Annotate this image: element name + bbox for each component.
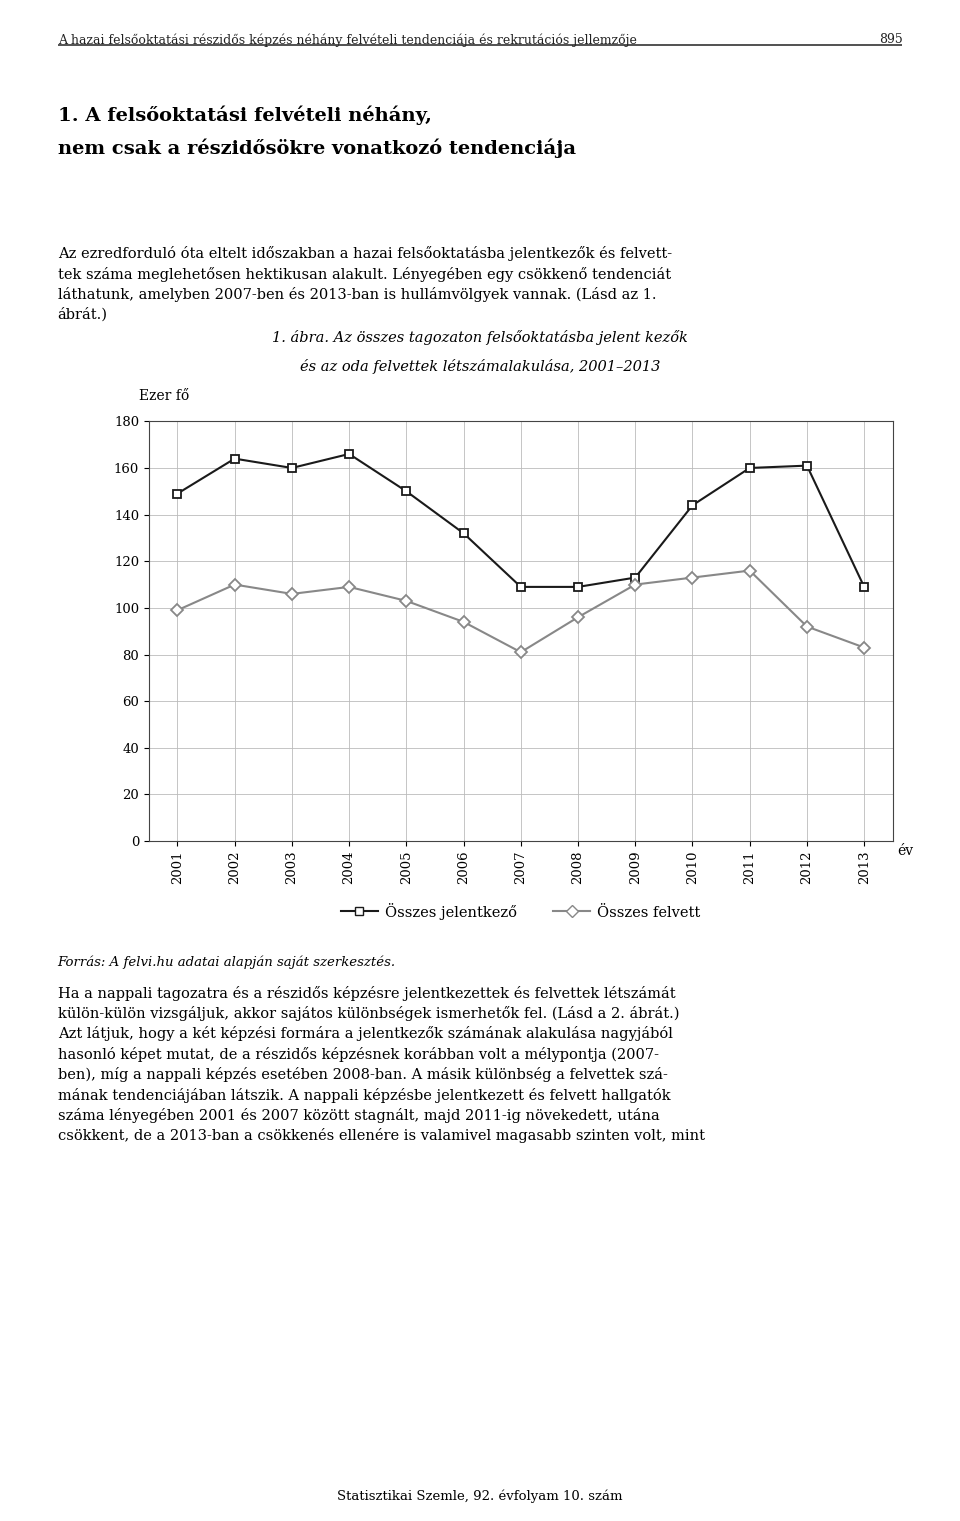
Összes jelentkező xyxy=(516,578,527,596)
Line: Összes felvett: Összes felvett xyxy=(173,566,869,657)
Összes felvett xyxy=(172,601,183,619)
Összes jelentkező xyxy=(572,578,584,596)
Line: Összes jelentkező: Összes jelentkező xyxy=(173,450,869,592)
Összes jelentkező xyxy=(344,444,355,462)
Text: Az ezredforduló óta eltelt időszakban a hazai felsőoktatásba jelentkezők és felv: Az ezredforduló óta eltelt időszakban a … xyxy=(58,246,672,321)
Összes felvett xyxy=(400,592,412,610)
Legend: Összes jelentkező, Összes felvett: Összes jelentkező, Összes felvett xyxy=(335,897,707,925)
Összes jelentkező xyxy=(400,482,412,500)
Összes jelentkező xyxy=(858,578,870,596)
Text: Ha a nappali tagozatra és a részidős képzésre jelentkezettek és felvettek létszá: Ha a nappali tagozatra és a részidős kép… xyxy=(58,986,705,1144)
Összes felvett xyxy=(802,618,813,636)
Text: nem csak a részidősökre vonatkozó tendenciája: nem csak a részidősökre vonatkozó tenden… xyxy=(58,138,576,158)
Összes felvett xyxy=(858,639,870,657)
Összes jelentkező xyxy=(630,569,641,587)
Text: 1. A felsőoktatási felvételi néhány,: 1. A felsőoktatási felvételi néhány, xyxy=(58,105,431,125)
Összes felvett xyxy=(686,569,698,587)
Text: és az oda felvettek létszámalakulása, 2001–2013: és az oda felvettek létszámalakulása, 20… xyxy=(300,359,660,374)
Összes jelentkező xyxy=(228,450,240,468)
Összes jelentkező xyxy=(286,459,298,478)
Text: 895: 895 xyxy=(878,33,902,47)
Text: év: év xyxy=(898,844,914,858)
Összes felvett xyxy=(572,608,584,627)
Text: Forrás: A felvi.hu adatai alapján saját szerkesztés.: Forrás: A felvi.hu adatai alapján saját … xyxy=(58,955,396,969)
Összes jelentkező xyxy=(686,496,698,514)
Összes felvett xyxy=(344,578,355,596)
Text: Ezer fő: Ezer fő xyxy=(139,389,189,403)
Text: A hazai felsőoktatási részidős képzés néhány felvételi tendenciája és rekrutáció: A hazai felsőoktatási részidős képzés né… xyxy=(58,33,636,47)
Összes felvett xyxy=(630,575,641,593)
Text: Statisztikai Szemle, 92. évfolyam 10. szám: Statisztikai Szemle, 92. évfolyam 10. sz… xyxy=(337,1489,623,1503)
Text: 1. ábra. Az összes tagozaton felsőoktatásba jelent kezők: 1. ábra. Az összes tagozaton felsőoktatá… xyxy=(272,330,688,345)
Összes jelentkező xyxy=(458,525,469,543)
Összes felvett xyxy=(228,575,240,593)
Összes jelentkező xyxy=(744,459,756,478)
Összes jelentkező xyxy=(172,485,183,503)
Összes felvett xyxy=(286,584,298,602)
Összes felvett xyxy=(516,643,527,662)
Összes felvett xyxy=(744,561,756,580)
Összes jelentkező xyxy=(802,456,813,475)
Összes felvett xyxy=(458,613,469,631)
